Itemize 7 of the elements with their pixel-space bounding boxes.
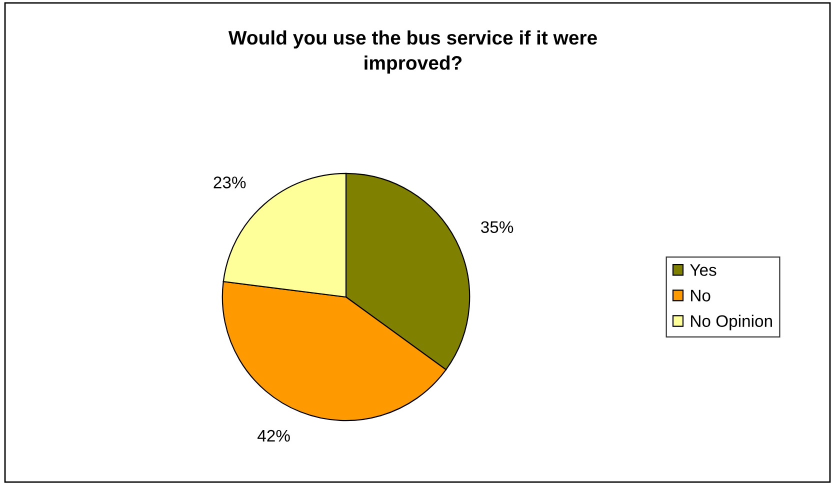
data-label: 23% [214,176,246,188]
data-label: 35% [480,221,514,234]
legend-label: Yes [690,264,716,276]
legend-label: No Opinion [691,314,772,330]
data-label: 42% [258,430,290,442]
chart-title: Would you use the bus service if it were improved? [228,30,597,74]
legend-label: No [691,290,710,302]
